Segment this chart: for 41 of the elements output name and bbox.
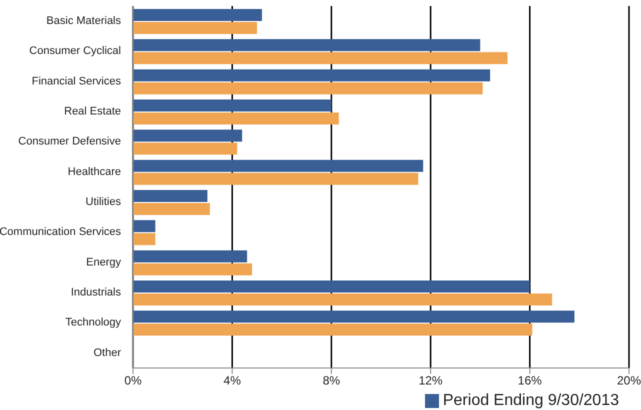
- bar: [133, 190, 208, 202]
- bar: [133, 310, 574, 323]
- x-tick-label: 8%: [322, 374, 340, 388]
- x-tick-label: 4%: [224, 374, 242, 388]
- bar: [133, 160, 424, 172]
- bar: [133, 9, 262, 22]
- y-tick-label: Real Estate: [64, 105, 121, 118]
- bar: [133, 220, 156, 232]
- y-tick-label: Consumer Cyclical: [29, 45, 121, 58]
- bar: [133, 250, 248, 262]
- y-tick-label: Utilities: [86, 196, 122, 208]
- bar: [133, 82, 483, 94]
- bar: [133, 130, 242, 142]
- y-tick-label: Consumer Defensive: [18, 136, 121, 148]
- y-tick-label: Technology: [65, 316, 122, 329]
- y-tick-label: Healthcare: [68, 166, 121, 178]
- bar: [133, 112, 339, 125]
- bar: [133, 294, 552, 306]
- x-tick-label: 16%: [518, 374, 542, 388]
- y-tick-label: Basic Materials: [46, 14, 122, 27]
- bar: [133, 39, 480, 52]
- y-tick-label: Industrials: [70, 286, 122, 298]
- bar: [133, 22, 257, 34]
- x-tick-label: 0%: [124, 374, 142, 388]
- y-tick-label: Other: [93, 346, 122, 359]
- y-tick-label: Communication Services: [0, 226, 122, 238]
- bar: [133, 69, 490, 82]
- bar: [133, 142, 238, 155]
- x-tick-label: 12%: [418, 374, 443, 388]
- bar: [133, 203, 210, 216]
- bar: [133, 263, 252, 276]
- bar: [133, 100, 332, 112]
- bar: [133, 52, 508, 64]
- y-tick-label: Financial Services: [32, 75, 122, 88]
- legend-label: Period Ending 9/30/2013: [442, 392, 619, 409]
- x-tick-label: 20%: [616, 374, 641, 388]
- bar: [133, 280, 530, 293]
- bar: [133, 233, 156, 246]
- bar: [133, 172, 418, 185]
- bar: [133, 324, 532, 336]
- y-tick-label: Energy: [86, 256, 122, 268]
